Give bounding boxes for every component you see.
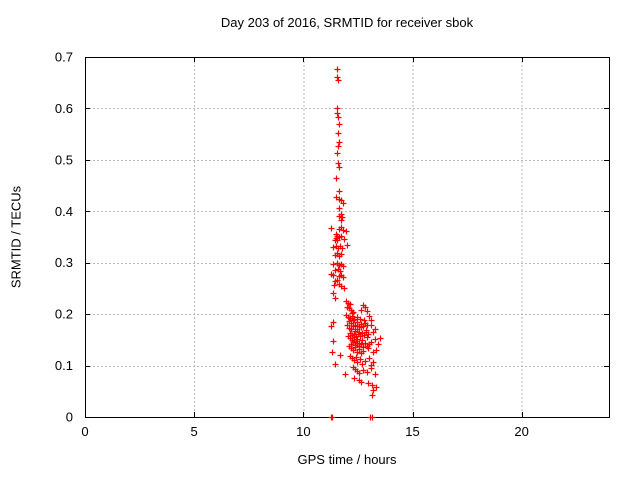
y-tick-label: 0 <box>66 410 73 425</box>
y-tick-label: 0.1 <box>55 358 73 373</box>
x-tick-label: 10 <box>296 424 310 439</box>
y-tick-label: 0.6 <box>55 101 73 116</box>
x-axis-title: GPS time / hours <box>297 452 397 467</box>
data-points <box>328 66 384 421</box>
x-tick-label: 5 <box>191 424 198 439</box>
y-tick-label: 0.3 <box>55 255 73 270</box>
y-tick-label: 0.5 <box>55 152 73 167</box>
x-tick-label: 20 <box>514 424 528 439</box>
y-tick-label: 0.7 <box>55 50 73 65</box>
plot-border <box>85 57 610 418</box>
y-tick-label: 0.2 <box>55 307 73 322</box>
y-tick-label: 0.4 <box>55 204 73 219</box>
x-tick-label: 15 <box>405 424 419 439</box>
x-tick-label: 0 <box>81 424 88 439</box>
chart-title: Day 203 of 2016, SRMTID for receiver sbo… <box>220 15 474 30</box>
